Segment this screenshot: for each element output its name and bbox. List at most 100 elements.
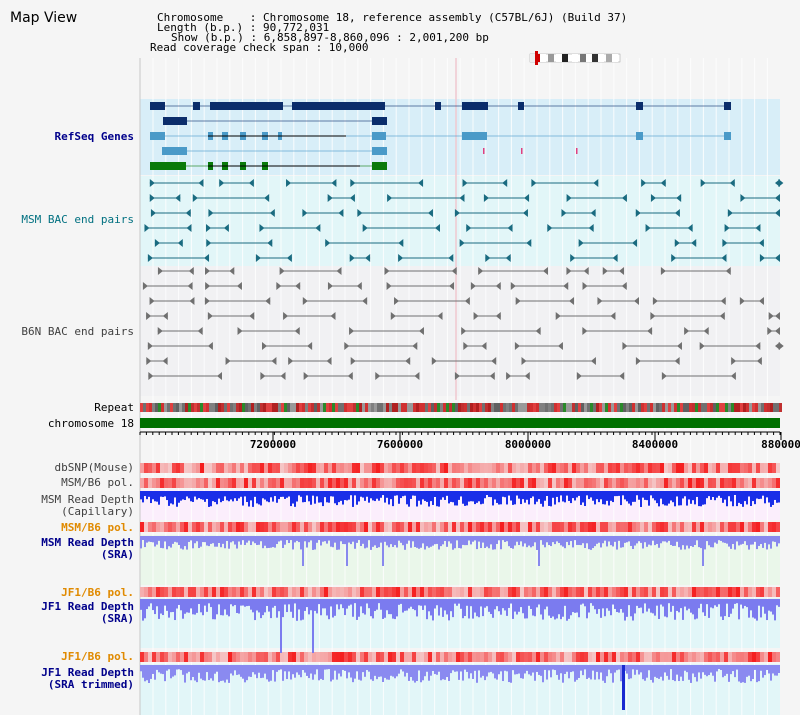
- jf1-b6-pol-trim-cell: [672, 652, 676, 662]
- jf1-b6-pol-label[interactable]: JF1/B6 pol.: [61, 586, 134, 599]
- repeat-segment: [512, 403, 515, 412]
- msm-sra-depth-bar: [216, 536, 218, 547]
- jf1-read-depth-trimmed-label[interactable]: JF1 Read Depth (SRA trimmed): [41, 666, 134, 691]
- msm-b6-pol-sra-cell: [640, 522, 644, 532]
- b6n-bac-label[interactable]: B6N BAC end pairs: [21, 325, 134, 338]
- dbsnp-cell: [324, 463, 328, 473]
- repeat-segment: [323, 403, 326, 412]
- jf1-trim-depth-bar: [730, 665, 732, 675]
- jf1-trim-depth-bar: [172, 665, 174, 677]
- jf1-sra-depth-bar: [438, 599, 440, 616]
- jf1-trim-depth-bar: [398, 665, 400, 674]
- msm-b6-pol-sra-label[interactable]: MSM/B6 pol.: [61, 521, 134, 534]
- jf1-trim-depth-bar: [590, 665, 592, 680]
- msm-sra-depth-bar: [180, 536, 182, 549]
- repeat-segment: [548, 403, 551, 412]
- jf1-b6-pol-cell: [640, 587, 644, 597]
- msm-bac-end-marker: [524, 194, 530, 202]
- b6n-bac-end-marker: [755, 342, 761, 350]
- msm-b6-pol-sra-cell: [680, 522, 684, 532]
- msm-depth-bar: [324, 491, 326, 498]
- msm-b6-pol-label[interactable]: MSM/B6 pol.: [61, 476, 134, 489]
- jf1-trim-depth-bar: [296, 665, 298, 673]
- msm-depth-bar: [346, 491, 348, 501]
- msm-sra-depth-bar: [328, 536, 330, 541]
- jf1-trim-depth-bar: [254, 665, 256, 675]
- repeat-segment: [161, 403, 164, 412]
- jf1-sra-depth-bar: [328, 599, 330, 620]
- gene-exon: [724, 132, 731, 140]
- msm-bac-label[interactable]: MSM BAC end pairs: [21, 213, 134, 226]
- jf1-sra-depth-bar: [566, 599, 568, 621]
- repeat-segment: [515, 403, 518, 412]
- msm-b6-pol-sra-cell: [444, 522, 448, 532]
- jf1-sra-depth-bar: [486, 599, 488, 607]
- msm-b6-pol-sra-cell: [312, 522, 316, 532]
- jf1-trim-depth-bar: [592, 665, 594, 671]
- msm-sra-depth-bar: [680, 536, 682, 550]
- dbsnp-cell: [708, 463, 712, 473]
- msm-depth-bar: [264, 491, 266, 500]
- refseq-genes-label[interactable]: RefSeq Genes: [54, 130, 134, 143]
- msm-depth-bar: [770, 491, 772, 507]
- jf1-sra-depth-bar: [580, 599, 582, 605]
- ideogram-band: [562, 54, 568, 62]
- jf1-trim-depth-bar: [276, 665, 278, 672]
- dbsnp-label[interactable]: dbSNP(Mouse): [54, 461, 134, 474]
- jf1-b6-pol-trim-cell: [484, 652, 488, 662]
- msm-sra-depth-bar: [282, 536, 284, 549]
- msm-b6-pol-cell: [684, 478, 688, 488]
- msm-b6-pol-sra-cell: [576, 522, 580, 532]
- msm-depth-bar: [682, 491, 684, 499]
- jf1-sra-depth-bar: [238, 599, 240, 614]
- msm-b6-pol-cell: [548, 478, 552, 488]
- jf1-trim-depth-bar: [758, 665, 760, 682]
- msm-depth-bar: [160, 491, 162, 497]
- jf1-sra-depth-bar: [532, 599, 534, 616]
- jf1-sra-depth-bar: [482, 599, 484, 617]
- jf1-b6-pol-trimmed-label[interactable]: JF1/B6 pol.: [61, 650, 134, 663]
- jf1-trim-depth-bar: [280, 665, 282, 670]
- jf1-read-depth-sra-label[interactable]: JF1 Read Depth (SRA): [41, 600, 134, 625]
- jf1-trim-depth-bar: [294, 665, 296, 678]
- b6n-bac-end-marker: [725, 267, 731, 275]
- msm-sra-depth-bar: [620, 536, 622, 548]
- jf1-sra-depth-bar: [348, 599, 350, 606]
- jf1-trim-depth-bar: [632, 665, 634, 670]
- repeat-segment: [305, 403, 308, 412]
- b6n-bac-end-marker: [279, 267, 285, 275]
- jf1-sra-depth-bar: [434, 599, 436, 609]
- jf1-trim-depth-bar: [352, 665, 354, 683]
- jf1-trim-depth-bar: [536, 665, 538, 672]
- gene-exon: [372, 117, 387, 125]
- jf1-sra-depth-bar: [206, 599, 208, 612]
- msm-b6-pol-cell: [204, 478, 208, 488]
- msm-depth-bar: [442, 491, 444, 498]
- msm-depth-bar: [584, 491, 586, 507]
- b6n-bac-end-marker: [720, 297, 726, 305]
- msm-b6-pol-sra-cell: [668, 522, 672, 532]
- msm-sra-depth-bar: [766, 536, 768, 550]
- jf1-trim-depth-bar: [554, 665, 556, 671]
- msm-depth-bar: [230, 491, 232, 500]
- msm-sra-depth-bar: [160, 536, 162, 548]
- jf1-sra-depth-bar: [450, 599, 452, 612]
- msm-depth-bar: [352, 491, 354, 507]
- repeat-segment: [230, 403, 233, 412]
- msm-bac-end-marker: [398, 239, 404, 247]
- jf1-b6-pol-cell: [192, 587, 196, 597]
- jf1-sra-depth-bar: [296, 599, 298, 621]
- jf1-sra-depth-bar: [386, 599, 388, 611]
- dbsnp-cell: [140, 463, 144, 473]
- msm-read-depth-sra-label[interactable]: MSM Read Depth (SRA): [41, 536, 134, 561]
- jf1-b6-pol-cell: [364, 587, 368, 597]
- jf1-sra-depth-bar: [628, 599, 630, 606]
- dbsnp-cell: [380, 463, 384, 473]
- msm-read-depth-capillary-label[interactable]: MSM Read Depth (Capillary): [41, 493, 134, 518]
- dbsnp-cell: [672, 463, 676, 473]
- jf1-trim-depth-bar: [564, 665, 566, 674]
- jf1-sra-depth-bar: [384, 599, 386, 618]
- msm-sra-depth-bar: [584, 536, 586, 549]
- b6n-bac-end-marker: [236, 282, 242, 290]
